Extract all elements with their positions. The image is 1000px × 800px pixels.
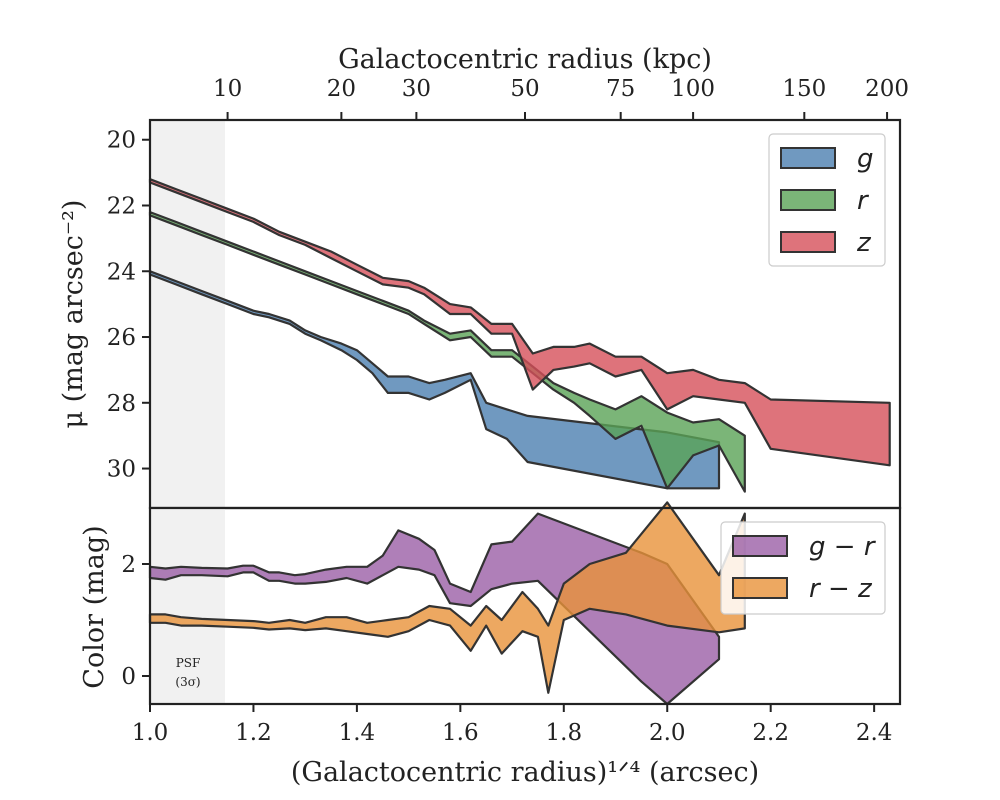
- band-g: [148, 270, 721, 490]
- top-x-tick-label: 20: [327, 76, 356, 102]
- bottom-x-axis: 1.0 1.2 1.4 1.6 1.8 2.0 2.2 2.4: [132, 704, 893, 746]
- band-z: [148, 178, 891, 467]
- top-x-tick-label: 50: [510, 76, 539, 102]
- top-x-axis-title: Galactocentric radius (kpc): [338, 44, 712, 75]
- top-x-tick-label: 150: [782, 76, 826, 102]
- legend-label: z: [856, 228, 872, 258]
- y-tick-label: 0: [121, 664, 136, 690]
- bottom-x-tick-label: 1.2: [235, 720, 272, 746]
- bottom-y-axis: 02: [121, 552, 150, 690]
- legend-swatch: [780, 231, 836, 253]
- y-tick-label: 20: [107, 128, 136, 154]
- band-gr: [148, 512, 721, 706]
- legend-swatch: [780, 189, 836, 211]
- y-tick-label: 24: [107, 259, 136, 285]
- top-x-tick-label: 100: [671, 76, 715, 102]
- bottom-plot-frame: [148, 506, 902, 706]
- y-tick-label: 28: [107, 391, 136, 417]
- bottom-x-tick-label: 2.4: [856, 720, 893, 746]
- bottom-x-tick-label: 1.0: [132, 720, 169, 746]
- legend-swatch: [780, 147, 836, 169]
- legend-label: r − z: [809, 574, 873, 604]
- legend-swatch: [732, 535, 788, 557]
- y-tick-label: 26: [107, 325, 136, 351]
- bottom-x-tick-label: 1.8: [546, 720, 583, 746]
- bottom-x-tick-label: 2.0: [649, 720, 686, 746]
- top-x-tick-label: 30: [402, 76, 431, 102]
- bottom-x-axis-title: (Galactocentric radius)¹ᐟ⁴ (arcsec): [291, 757, 759, 788]
- top-x-tick-label: 75: [606, 76, 635, 102]
- psf-shaded-region-bottom: [150, 508, 225, 704]
- top-x-tick-label: 10: [213, 76, 242, 102]
- psf-shaded-region-top: [150, 120, 225, 508]
- top-x-axis-kpc: 10 20 30 50 75 100 150 200: [213, 76, 909, 120]
- bottom-legend: g − r r − z: [720, 521, 886, 615]
- bottom-x-tick-label: 1.6: [442, 720, 479, 746]
- psf-label-line2: (3σ): [175, 675, 200, 689]
- surface-brightness-panel: 20 22 24 26 28 30 10 20 30 50 75 100 150 200 Galacto…: [58, 44, 909, 510]
- color-panel: 02 1.0 1.2 1.4 1.6 1.8 2.0 2.2 2.4 (Galactocent…: [79, 501, 902, 788]
- surface-brightness-areas: [148, 178, 891, 493]
- psf-label-line1: PSF: [176, 656, 201, 670]
- band-r: [148, 211, 746, 493]
- bottom-x-tick-label: 2.2: [752, 720, 789, 746]
- legend-label: g: [857, 144, 874, 174]
- legend-swatch: [732, 577, 788, 599]
- top-x-tick-label: 200: [865, 76, 909, 102]
- bottom-x-tick-label: 1.4: [339, 720, 376, 746]
- color-areas: [148, 501, 746, 706]
- y-tick-label: 30: [107, 457, 136, 483]
- top-y-axis: 20 22 24 26 28 30: [107, 128, 150, 483]
- y-tick-label: 22: [107, 193, 136, 219]
- bottom-y-axis-title: Color (mag): [79, 525, 110, 688]
- legend-label: r: [857, 186, 870, 216]
- legend-label: g − r: [809, 532, 877, 562]
- y-tick-label: 2: [121, 552, 136, 578]
- top-legend: grz: [768, 133, 886, 267]
- top-y-axis-title: μ (mag arcsec⁻²): [58, 200, 89, 429]
- band-rz: [148, 501, 746, 694]
